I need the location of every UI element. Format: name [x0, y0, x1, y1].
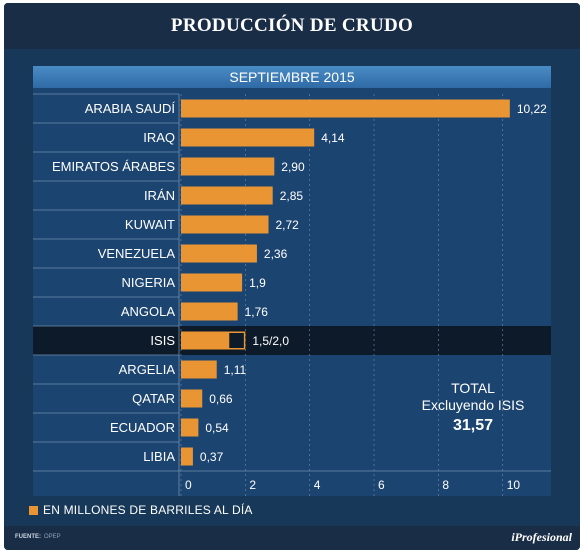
category-label: VENEZUELA	[98, 246, 176, 261]
category-label: QATAR	[132, 391, 175, 406]
data-label: 0,54	[205, 421, 229, 435]
footer: FUENTE: OPEP iProfesional	[4, 526, 580, 550]
legend: EN MILLONES DE BARRILES AL DÍA	[29, 503, 253, 517]
data-label: 1,5/2,0	[252, 334, 289, 348]
x-tick-label: 0	[185, 478, 192, 492]
subtitle-bar: SEPTIEMBRE 2015	[33, 66, 551, 88]
x-tick-label: 10	[507, 478, 521, 492]
bar	[181, 389, 203, 408]
category-label: IRAQ	[143, 130, 175, 145]
category-label: ANGOLA	[121, 304, 176, 319]
data-label: 2,90	[281, 160, 305, 174]
chart-title: PRODUCCIÓN DE CRUDO	[170, 15, 414, 36]
category-label: ECUADOR	[110, 420, 175, 435]
total-value: 31,57	[452, 417, 494, 434]
data-label: 1,11	[224, 363, 247, 377]
bar	[181, 447, 193, 466]
category-label: IRÁN	[144, 188, 175, 203]
data-label: 2,72	[276, 218, 300, 232]
category-label: EMIRATOS ÁRABES	[52, 159, 175, 174]
chart-panel: ARABIA SAUDÍ 10,22 IRAQ 4,14 EMIRATOS ÁRABES…	[33, 66, 551, 496]
x-tick-label: 2	[249, 478, 256, 492]
bar	[181, 331, 230, 350]
source-value: OPEP	[44, 534, 61, 540]
data-label: 1,76	[245, 305, 269, 319]
bar-range-outline	[181, 331, 246, 350]
bar-chart: ARABIA SAUDÍ 10,22 IRAQ 4,14 EMIRATOS ÁRABES…	[33, 93, 551, 496]
data-label: 1,9	[249, 276, 266, 290]
highlight-row-bg	[33, 326, 551, 355]
bar	[181, 244, 257, 263]
bar	[181, 418, 199, 437]
legend-swatch	[29, 505, 38, 515]
bar	[181, 128, 315, 147]
bar	[181, 157, 275, 176]
category-label: LIBIA	[143, 449, 175, 464]
category-label: KUWAIT	[125, 217, 175, 232]
bar	[181, 302, 238, 321]
bar	[181, 360, 217, 379]
category-label: ARGELIA	[119, 362, 176, 377]
total-title: TOTAL	[451, 380, 495, 396]
source-label: FUENTE:	[15, 534, 41, 540]
data-label: 0,66	[209, 392, 233, 406]
total-subtitle: Excluyendo ISIS	[421, 397, 525, 413]
chart-subtitle: SEPTIEMBRE 2015	[229, 69, 355, 85]
category-label: NIGERIA	[122, 275, 176, 290]
data-label: 0,37	[200, 450, 224, 464]
bar	[181, 215, 269, 234]
bar	[181, 273, 243, 292]
bar	[181, 99, 510, 118]
x-tick-label: 8	[442, 478, 449, 492]
data-label: 2,85	[280, 189, 304, 203]
data-label: 2,36	[264, 247, 288, 261]
title-bar: PRODUCCIÓN DE CRUDO	[4, 3, 580, 49]
bar	[181, 186, 273, 205]
legend-text: EN MILLONES DE BARRILES AL DÍA	[43, 503, 253, 517]
total-box: TOTAL Excluyendo ISIS 31,57	[411, 380, 535, 435]
data-label: 10,22	[517, 102, 547, 116]
brand-logo: iProfesional	[511, 530, 572, 544]
x-tick-label: 6	[378, 478, 385, 492]
category-label: ARABIA SAUDÍ	[85, 101, 176, 116]
x-tick-label: 4	[314, 478, 321, 492]
infographic-frame: PRODUCCIÓN DE CRUDO ARABIA SAUDÍ 10,22 IRA…	[4, 3, 580, 550]
data-label: 4,14	[321, 131, 345, 145]
category-label: ISIS	[150, 333, 175, 348]
